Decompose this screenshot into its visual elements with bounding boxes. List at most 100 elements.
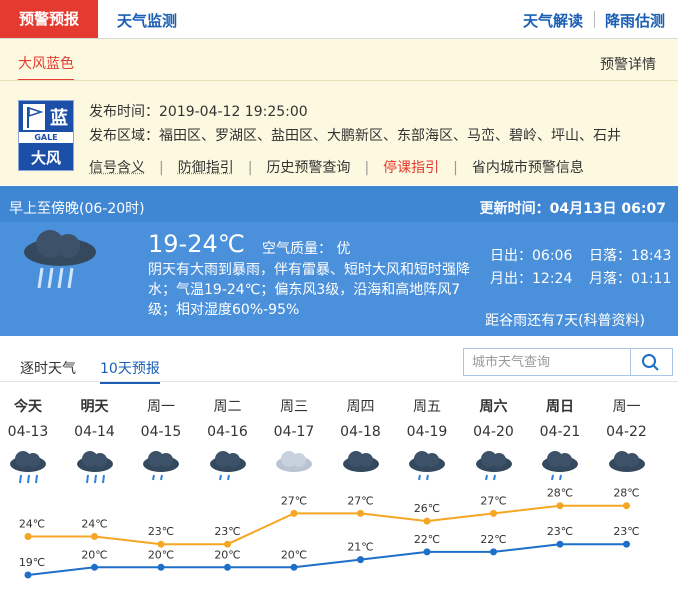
sunrise: 日出：06:06 [490, 248, 573, 264]
value-label: 24℃ [81, 518, 107, 531]
value-label: 23℃ [148, 525, 174, 538]
warning-detail[interactable]: 预警详情 [600, 57, 656, 73]
point [423, 517, 431, 525]
link[interactable]: 信号含义 [89, 160, 145, 176]
drop [218, 474, 222, 481]
point [423, 548, 431, 556]
value-label: 21℃ [347, 541, 373, 554]
drop [492, 474, 496, 481]
point [224, 540, 231, 548]
drop [101, 474, 105, 484]
tab[interactable]: 天气解读 [523, 12, 584, 30]
date: 04-15 [140, 424, 182, 440]
value-label: 20℃ [214, 548, 240, 561]
value-label: 28℃ [547, 487, 573, 500]
value-label: 22℃ [414, 533, 440, 546]
flag-icon [23, 104, 45, 130]
point [24, 571, 32, 579]
weekday: 周三 [280, 399, 308, 415]
point [91, 563, 98, 571]
divider [0, 80, 678, 81]
warning-links: 信号含义 | 防御指引 | 历史预警查询 | 停课指引 | 省内城市预警信息 [89, 160, 584, 176]
warning-code: GALE [19, 132, 73, 143]
date: 04-14 [74, 424, 115, 440]
point [556, 540, 564, 548]
link[interactable]: 省内城市预警信息 [471, 160, 584, 176]
link[interactable]: 防御指引 [177, 160, 234, 176]
point [157, 540, 165, 548]
drop [484, 474, 488, 481]
weekday: 明天 [80, 399, 109, 415]
cloud [26, 453, 40, 467]
value-label: 23℃ [613, 525, 639, 538]
aqi: 空气质量： 优 [262, 238, 350, 258]
weekday: 今天 [14, 399, 42, 415]
weather-icon [475, 451, 512, 481]
drop [152, 474, 155, 481]
days: 今天 04-13 明天 04-14 周一 04-15 周二 04-16 周三 04-17 周四 04-… [0, 336, 678, 599]
warning-panel: 大风蓝色 预警详情 蓝 GALE 大风 发布时间：2019-04-12 19:2… [0, 39, 678, 185]
moonrise: 月出：12:24 [490, 271, 573, 287]
tab[interactable]: 逐时天气 [20, 361, 76, 377]
date: 04-20 [473, 424, 514, 440]
value-label: 28℃ [613, 487, 639, 500]
label: 发布时间： [89, 104, 159, 120]
point [490, 509, 497, 517]
weather-icon [24, 230, 96, 289]
date: 04-13 [7, 424, 49, 440]
value-label: 27℃ [480, 494, 506, 507]
cloud [292, 453, 306, 467]
forecast: 逐时天气 10天预报 城市天气查询 今天 04-13 明天 04-14 周一 04-15 周… [0, 336, 678, 599]
cloud [558, 453, 572, 467]
cloud [491, 453, 506, 467]
weekday: 周一 [612, 399, 641, 415]
value-label: 27℃ [347, 494, 373, 507]
warning-icon: 蓝 GALE 大风 [18, 100, 74, 171]
weather-icon [143, 451, 179, 481]
label: 发布区域： [89, 128, 159, 144]
weather-icon [409, 451, 445, 481]
link[interactable]: 历史预警查询 [266, 160, 351, 176]
search-input[interactable]: 城市天气查询 [463, 348, 631, 376]
tab[interactable]: 天气监测 [117, 12, 178, 30]
drop [27, 474, 30, 484]
solar-term[interactable]: 距谷雨还有7天(科普资料) [485, 313, 645, 329]
warning-tab[interactable]: 大风蓝色 [18, 53, 74, 81]
sunset: 日落：18:43 [589, 248, 672, 264]
drop [293, 474, 296, 481]
search-icon [642, 354, 659, 371]
drop [160, 474, 163, 481]
link[interactable]: 停课指引 [383, 160, 440, 176]
value-label: 27℃ [281, 494, 307, 507]
tab-active[interactable]: 预警预报 [0, 0, 98, 38]
update-time: 更新时间：04月13日 06:07 [479, 201, 666, 217]
weather-icon [209, 451, 246, 481]
drop [559, 474, 562, 481]
value-label: 19℃ [19, 556, 45, 569]
drop [426, 474, 429, 481]
today-header [0, 186, 678, 222]
point [290, 563, 298, 571]
tab-active[interactable]: 10天预报 [100, 358, 160, 384]
warning-name: 大风 [30, 149, 61, 167]
separator [594, 11, 595, 28]
value-label: 22℃ [480, 533, 506, 546]
weekday: 周日 [546, 399, 574, 415]
search-button[interactable] [630, 348, 673, 376]
drop [93, 474, 97, 484]
weather-icon [276, 451, 312, 481]
drop [19, 474, 22, 484]
point [157, 563, 165, 571]
point [224, 563, 231, 571]
temperature: 19-24℃ [148, 230, 245, 258]
date: 04-16 [207, 424, 248, 440]
temperature-chart: 24℃ 24℃ 23℃ 23℃ 27℃ 27℃ 26℃ 27℃ 28℃ 28℃ 19℃ 20℃ 20℃ 2… [19, 487, 640, 579]
tab[interactable]: 降雨估测 [605, 12, 666, 30]
cloud [624, 453, 639, 467]
weekday: 周四 [346, 399, 375, 415]
value: 2019-04-12 19:25:00 [159, 104, 308, 120]
today-panel: 早上至傍晚(06-20时) 更新时间：04月13日 06:07 19-24℃ 空… [0, 186, 678, 336]
divider [0, 381, 678, 382]
date: 04-18 [340, 424, 381, 440]
